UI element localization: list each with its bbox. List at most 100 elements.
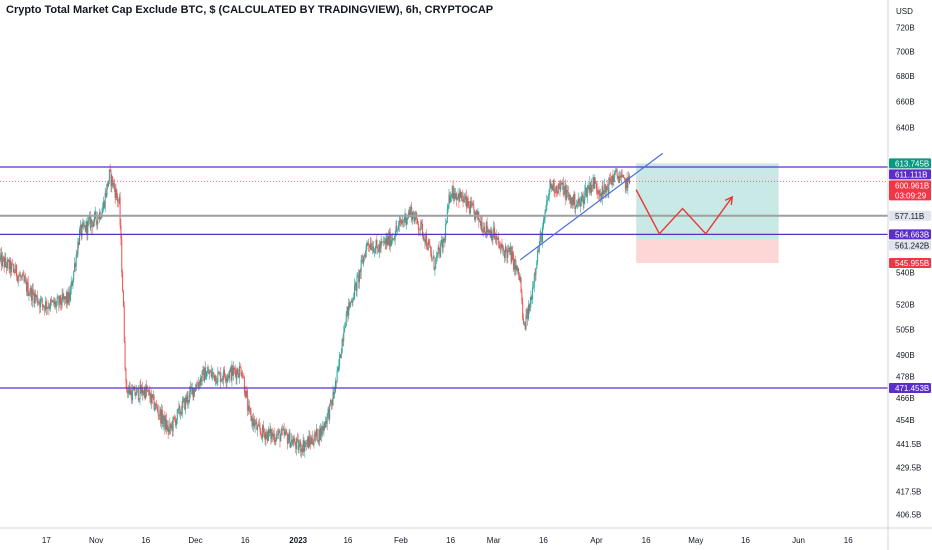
- candle-body: [245, 390, 247, 398]
- candle-body: [402, 220, 404, 222]
- candle-body: [93, 222, 95, 227]
- candle-body: [36, 295, 38, 304]
- candle-body: [377, 245, 379, 250]
- candle-body: [522, 300, 524, 319]
- candle-body: [269, 428, 271, 433]
- candle-body: [41, 298, 43, 305]
- candle-body: [348, 302, 350, 316]
- time-axis[interactable]: 17 Nov 16 Dec 16 2023 16 Feb 16 Mar 16 Apr 16 May 16 Ju…: [0, 527, 932, 545]
- candle-body: [87, 220, 89, 234]
- candle-body: [296, 438, 298, 440]
- candle-body: [5, 257, 7, 265]
- candle-body: [237, 369, 239, 374]
- candle-body: [583, 199, 585, 204]
- candle-body: [126, 380, 128, 390]
- candle-body: [314, 432, 316, 441]
- candle-body: [194, 389, 196, 392]
- candle-body: [128, 387, 130, 391]
- candle-body: [572, 196, 574, 205]
- candle-body: [564, 185, 566, 193]
- candle-body: [352, 300, 354, 303]
- candle-body: [339, 354, 341, 366]
- candle-body: [452, 186, 454, 199]
- candle-body: [614, 170, 616, 173]
- price-axis[interactable]: USD720B700B680B660B640B590B540B520B505B4…: [887, 0, 932, 550]
- candle-body: [295, 444, 297, 449]
- candle-body: [543, 218, 545, 221]
- candle-body: [320, 427, 322, 441]
- candle-body: [262, 425, 264, 433]
- candle-body: [142, 394, 144, 395]
- candle-body: [238, 366, 240, 378]
- candle-body: [341, 339, 343, 354]
- candle-body: [279, 431, 281, 442]
- candle-body: [26, 282, 28, 292]
- candle-body: [560, 182, 562, 190]
- long-position-tool[interactable]: [636, 163, 779, 264]
- candle-body: [565, 185, 567, 200]
- candle-body: [175, 419, 177, 426]
- candle-body: [168, 429, 170, 433]
- candle-body: [30, 287, 32, 295]
- candle-body: [324, 423, 326, 428]
- candle-body: [435, 257, 437, 269]
- candle-body: [521, 292, 523, 301]
- time-tick-label: 16: [241, 536, 250, 545]
- candle-body: [504, 246, 506, 258]
- candle-body: [363, 256, 365, 264]
- candle-body: [585, 187, 587, 197]
- candle-body: [64, 296, 66, 300]
- candle-body: [246, 390, 248, 396]
- candle-body: [52, 300, 54, 302]
- candle-body: [577, 198, 579, 204]
- candle-body: [407, 217, 409, 220]
- candle-body: [47, 306, 49, 308]
- candle-body: [414, 217, 416, 223]
- candle-body: [171, 424, 173, 431]
- candle-body: [6, 259, 8, 269]
- candle-body: [84, 225, 86, 232]
- candle-body: [519, 277, 521, 280]
- candle-body: [581, 194, 583, 197]
- price-label-text: 611.111B: [895, 170, 927, 179]
- candle-body: [140, 384, 142, 394]
- candle-body: [419, 229, 421, 231]
- candle-body: [537, 250, 539, 262]
- candle-body: [37, 302, 39, 304]
- candle-body: [14, 272, 16, 273]
- candle-body: [608, 177, 610, 193]
- candle-body: [162, 420, 164, 424]
- candle-body: [337, 367, 339, 371]
- candle-body: [335, 380, 337, 382]
- candle-body: [227, 375, 229, 378]
- candle-body: [363, 254, 365, 257]
- candle-body: [35, 294, 37, 298]
- candle-body: [122, 272, 124, 292]
- candle-body: [484, 226, 486, 233]
- candle-body: [221, 378, 223, 380]
- candle-body: [77, 242, 79, 256]
- candle-body: [605, 184, 607, 193]
- candle-body: [538, 245, 540, 252]
- candle-body: [469, 206, 471, 214]
- candle-body: [248, 405, 250, 411]
- candle-body: [224, 376, 226, 380]
- candle-body: [492, 236, 494, 240]
- candle-body: [13, 268, 15, 273]
- candle-body: [308, 436, 310, 448]
- candle-body: [58, 297, 60, 305]
- candle-body: [315, 432, 317, 437]
- candle-body: [285, 430, 287, 433]
- candle-body: [604, 184, 606, 191]
- candle-body: [624, 179, 626, 189]
- candle-body: [513, 259, 515, 270]
- candle-body: [549, 181, 551, 189]
- candle-body: [449, 195, 451, 202]
- candle-body: [301, 448, 303, 453]
- candle-body: [365, 246, 367, 257]
- price-tick-label: 466B: [896, 394, 915, 403]
- candle-body: [108, 169, 110, 181]
- candle-body: [147, 389, 149, 392]
- candle-body: [508, 247, 510, 252]
